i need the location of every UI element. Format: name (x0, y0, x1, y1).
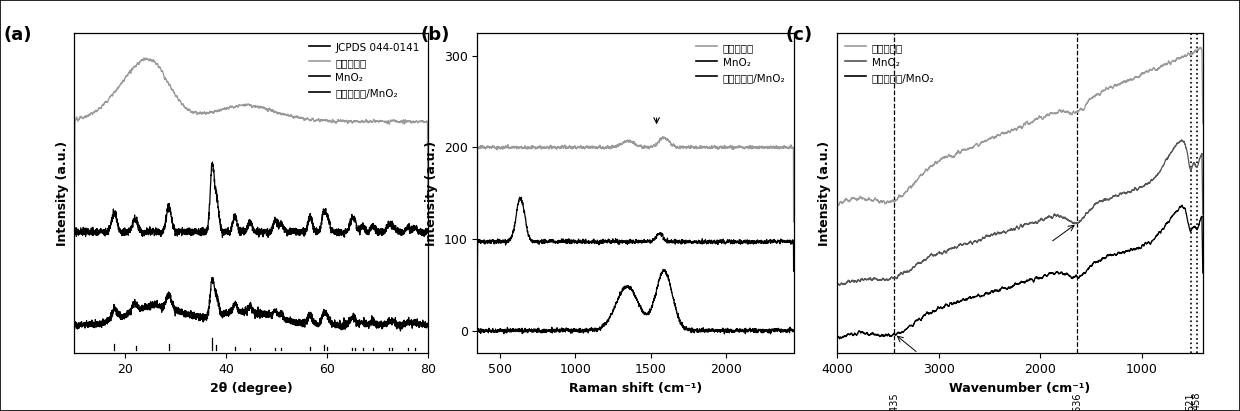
Y-axis label: Intensity (a.u.): Intensity (a.u.) (818, 141, 832, 246)
Y-axis label: Intensity (a.u.): Intensity (a.u.) (56, 141, 69, 246)
X-axis label: Raman shift (cm⁻¹): Raman shift (cm⁻¹) (569, 382, 702, 395)
Y-axis label: Intensity (a.u.): Intensity (a.u.) (425, 141, 438, 246)
X-axis label: Wavenumber (cm⁻¹): Wavenumber (cm⁻¹) (950, 382, 1090, 395)
Text: 3435: 3435 (889, 392, 899, 411)
Legend: JCPDS 044-0141, 含氮多孔炭, MnO₂, 含氮多孔炭/MnO₂: JCPDS 044-0141, 含氮多孔炭, MnO₂, 含氮多孔炭/MnO₂ (303, 36, 425, 104)
Text: (b): (b) (420, 26, 450, 44)
Text: (c): (c) (786, 26, 813, 44)
Text: 458: 458 (1192, 392, 1202, 411)
Legend: 含氮多孔炭, MnO₂, 含氮多孔炭/MnO₂: 含氮多孔炭, MnO₂, 含氮多孔炭/MnO₂ (839, 36, 940, 89)
Legend: 含氮多孔炭, MnO₂, 含氮多孔炭/MnO₂: 含氮多孔炭, MnO₂, 含氮多孔炭/MnO₂ (691, 36, 791, 89)
Text: 521: 521 (1185, 392, 1195, 411)
X-axis label: 2θ (degree): 2θ (degree) (210, 382, 293, 395)
Text: (a): (a) (4, 26, 32, 44)
Text: 1636: 1636 (1073, 392, 1083, 411)
